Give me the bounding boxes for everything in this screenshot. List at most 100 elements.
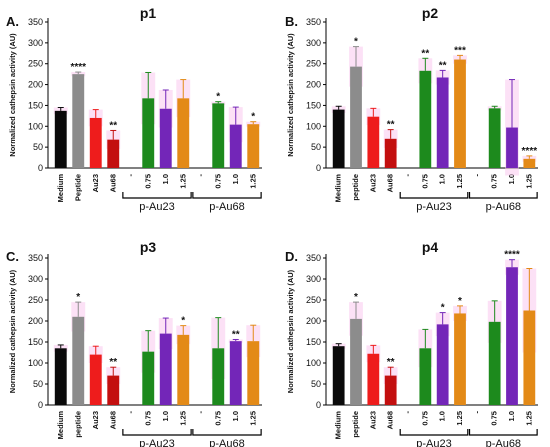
bar: [142, 98, 155, 168]
x-tick-label: 1.25: [455, 174, 464, 189]
y-tick-label: 50: [311, 142, 321, 152]
x-tick-label: 0.75: [213, 411, 222, 426]
bar: [506, 267, 518, 405]
y-tick-label: 200: [306, 316, 321, 326]
x-tick-label: peptide: [351, 411, 360, 438]
group-label: p-Au68: [209, 438, 244, 447]
x-tick-label: 1.25: [455, 411, 464, 426]
y-tick-label: 100: [28, 121, 43, 131]
bar: [367, 353, 380, 405]
x-tick-label: Medium: [334, 411, 343, 440]
bar: [54, 348, 67, 405]
significance-marker: *: [76, 292, 80, 303]
group-label: p-Au23: [139, 201, 174, 213]
bar: [523, 158, 536, 168]
x-tick-label: Au68: [108, 411, 117, 429]
x-tick-label: Medium: [334, 174, 343, 203]
panel-letter: D.: [285, 249, 298, 264]
panel-letter: C.: [6, 249, 19, 264]
y-tick-label: 50: [33, 142, 43, 152]
significance-marker: ****: [522, 146, 538, 157]
y-axis-label: Normalized cathepsin activity (AU): [8, 269, 17, 393]
group-label: p-Au68: [486, 438, 521, 447]
bar: [89, 354, 102, 405]
y-tick-label: 100: [306, 358, 321, 368]
significance-marker: **: [109, 120, 117, 131]
y-tick-label: 50: [311, 379, 321, 389]
x-tick-label: 1.25: [178, 411, 187, 426]
y-tick-label: 250: [306, 59, 321, 69]
bar: [350, 66, 362, 168]
x-tick-label: 1.0: [231, 411, 240, 421]
bar: [523, 310, 536, 405]
group-bracket: [399, 192, 469, 199]
bar: [159, 108, 172, 168]
y-tick-label: 350: [28, 17, 43, 27]
y-tick-label: 150: [28, 100, 43, 110]
bar: [177, 334, 190, 405]
x-tick-label: peptide: [351, 174, 360, 201]
chart-panel-p2: B. p2 Normalized cathepsin activity (AU) 0 5…: [285, 5, 538, 213]
x-tick-label: 0.75: [143, 411, 152, 426]
bar: [436, 324, 449, 405]
significance-marker: *: [216, 92, 220, 103]
bar: [454, 59, 466, 168]
significance-marker: **: [232, 329, 240, 340]
x-tick-label: 1.0: [231, 174, 240, 184]
significance-marker: **: [387, 357, 395, 368]
x-tick-label: 1.25: [524, 174, 533, 189]
bar: [350, 318, 362, 405]
chart-title: p4: [422, 239, 439, 255]
bar: [506, 127, 518, 168]
group-bracket: [468, 429, 538, 436]
y-tick-label: 250: [306, 295, 321, 305]
x-tick-label: 1.0: [161, 174, 170, 184]
x-tick-label: 0.75: [420, 411, 429, 426]
bar: [72, 74, 85, 168]
bar: [229, 124, 242, 168]
bar: [107, 139, 120, 168]
significance-marker: *: [354, 292, 358, 303]
x-tick-label: -: [472, 174, 481, 177]
significance-marker: ****: [70, 62, 86, 73]
x-tick-label: Au23: [91, 174, 100, 192]
group-bracket: [122, 192, 192, 199]
group-bracket: [122, 429, 192, 436]
y-tick-label: 50: [33, 379, 43, 389]
group-bracket: [468, 192, 538, 199]
x-tick-label: -: [196, 174, 205, 177]
y-axis-label: Normalized cathepsin activity (AU): [286, 269, 295, 393]
chart-title: p1: [140, 5, 157, 21]
x-tick-label: 1.0: [161, 411, 170, 421]
y-tick-label: 200: [306, 80, 321, 90]
panel-letter: A.: [6, 14, 19, 29]
x-tick-label: 0.75: [213, 174, 222, 189]
chart-title: p3: [140, 239, 157, 255]
significance-marker: ***: [454, 45, 466, 56]
y-tick-label: 0: [316, 400, 321, 410]
x-tick-label: 1.25: [524, 411, 533, 426]
bar: [159, 333, 172, 405]
y-tick-label: 300: [28, 38, 43, 48]
group-bracket: [192, 429, 262, 436]
bar: [107, 375, 120, 405]
group-label: p-Au23: [416, 201, 451, 213]
panel-letter: B.: [285, 14, 298, 29]
bar: [247, 124, 260, 168]
y-tick-label: 300: [28, 274, 43, 284]
significance-marker: *: [441, 303, 445, 314]
x-tick-label: peptide: [73, 411, 82, 438]
chart-panel-p3: C. p3 Normalized cathepsin activity (AU) 0 5…: [6, 239, 262, 447]
y-tick-label: 0: [316, 163, 321, 173]
x-tick-label: Au68: [386, 174, 395, 192]
bar: [72, 316, 85, 405]
bar: [142, 351, 155, 405]
significance-marker: **: [421, 48, 429, 59]
group-label: p-Au23: [139, 438, 174, 447]
x-tick-label: Au68: [108, 174, 117, 192]
y-tick-label: 0: [38, 400, 43, 410]
significance-marker: *: [354, 37, 358, 48]
y-axis-label: Normalized cathepsin activity (AU): [8, 33, 17, 157]
y-tick-label: 300: [306, 274, 321, 284]
